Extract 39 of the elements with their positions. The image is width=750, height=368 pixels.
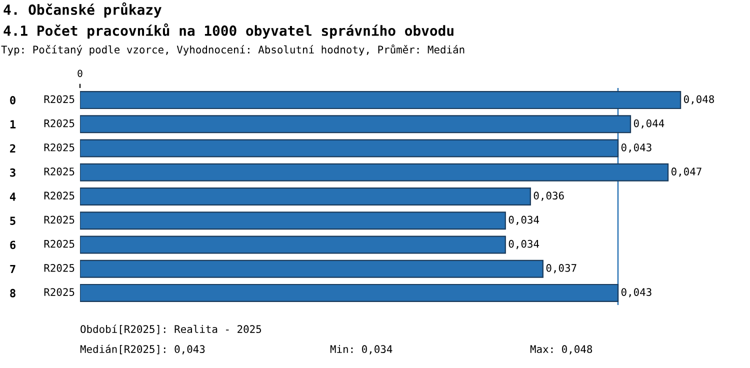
text: R2025 xyxy=(44,143,74,152)
text: Min: 0,034 xyxy=(330,344,392,354)
y-tick-label: 2 xyxy=(10,144,16,152)
text: Max: 0,048 xyxy=(530,345,592,354)
data-label: 0,043 xyxy=(621,288,652,298)
text: Medián[R2025]: 0,043 xyxy=(80,344,205,354)
data-label: 0,043 xyxy=(621,143,652,153)
bar xyxy=(80,188,531,206)
data-label: 0,044 xyxy=(634,119,664,129)
bar xyxy=(80,212,506,230)
series-label: R2025 xyxy=(44,95,74,104)
data-label: 0,034 xyxy=(508,240,540,250)
y-tick-label: 7 xyxy=(10,264,16,274)
text: R2025 xyxy=(44,264,74,272)
data-label: 0,037 xyxy=(546,264,576,274)
text: R2025 xyxy=(44,192,74,200)
y-tick-label: 5 xyxy=(10,216,16,225)
bar xyxy=(80,260,544,278)
text: Typ: Počítaný podle vzorce, Vyhodnocení: Absolutní hodnoty, Průměr: Medián xyxy=(1,44,464,56)
chart-subtitle: 4.1 Počet pracovníků na 1000 obyvatel správního obvodu xyxy=(4,23,454,39)
text: 0 xyxy=(78,70,82,78)
y-tick-label: 1 xyxy=(10,120,16,128)
y-tick-label: 0 xyxy=(10,96,16,104)
data-label: 0,036 xyxy=(534,192,564,201)
data-label: 0,047 xyxy=(671,168,702,177)
bar xyxy=(80,236,506,254)
y-tick-label: 3 xyxy=(10,168,16,177)
text: Období[R2025]: Realita - 2025 xyxy=(80,324,262,334)
text: R2025 xyxy=(44,288,74,296)
data-label: 0,048 xyxy=(684,95,714,104)
y-tick-label: 8 xyxy=(10,288,16,298)
chart-title: 4. Občanské průkazy xyxy=(4,2,162,18)
text: R2025 xyxy=(44,119,74,128)
text: R2025 xyxy=(44,216,74,224)
text: R2025 xyxy=(44,168,74,176)
text: R2025 xyxy=(44,240,74,248)
y-tick-label: 4 xyxy=(10,192,16,201)
data-label: 0,034 xyxy=(508,216,540,225)
y-tick-label: 6 xyxy=(10,240,16,250)
